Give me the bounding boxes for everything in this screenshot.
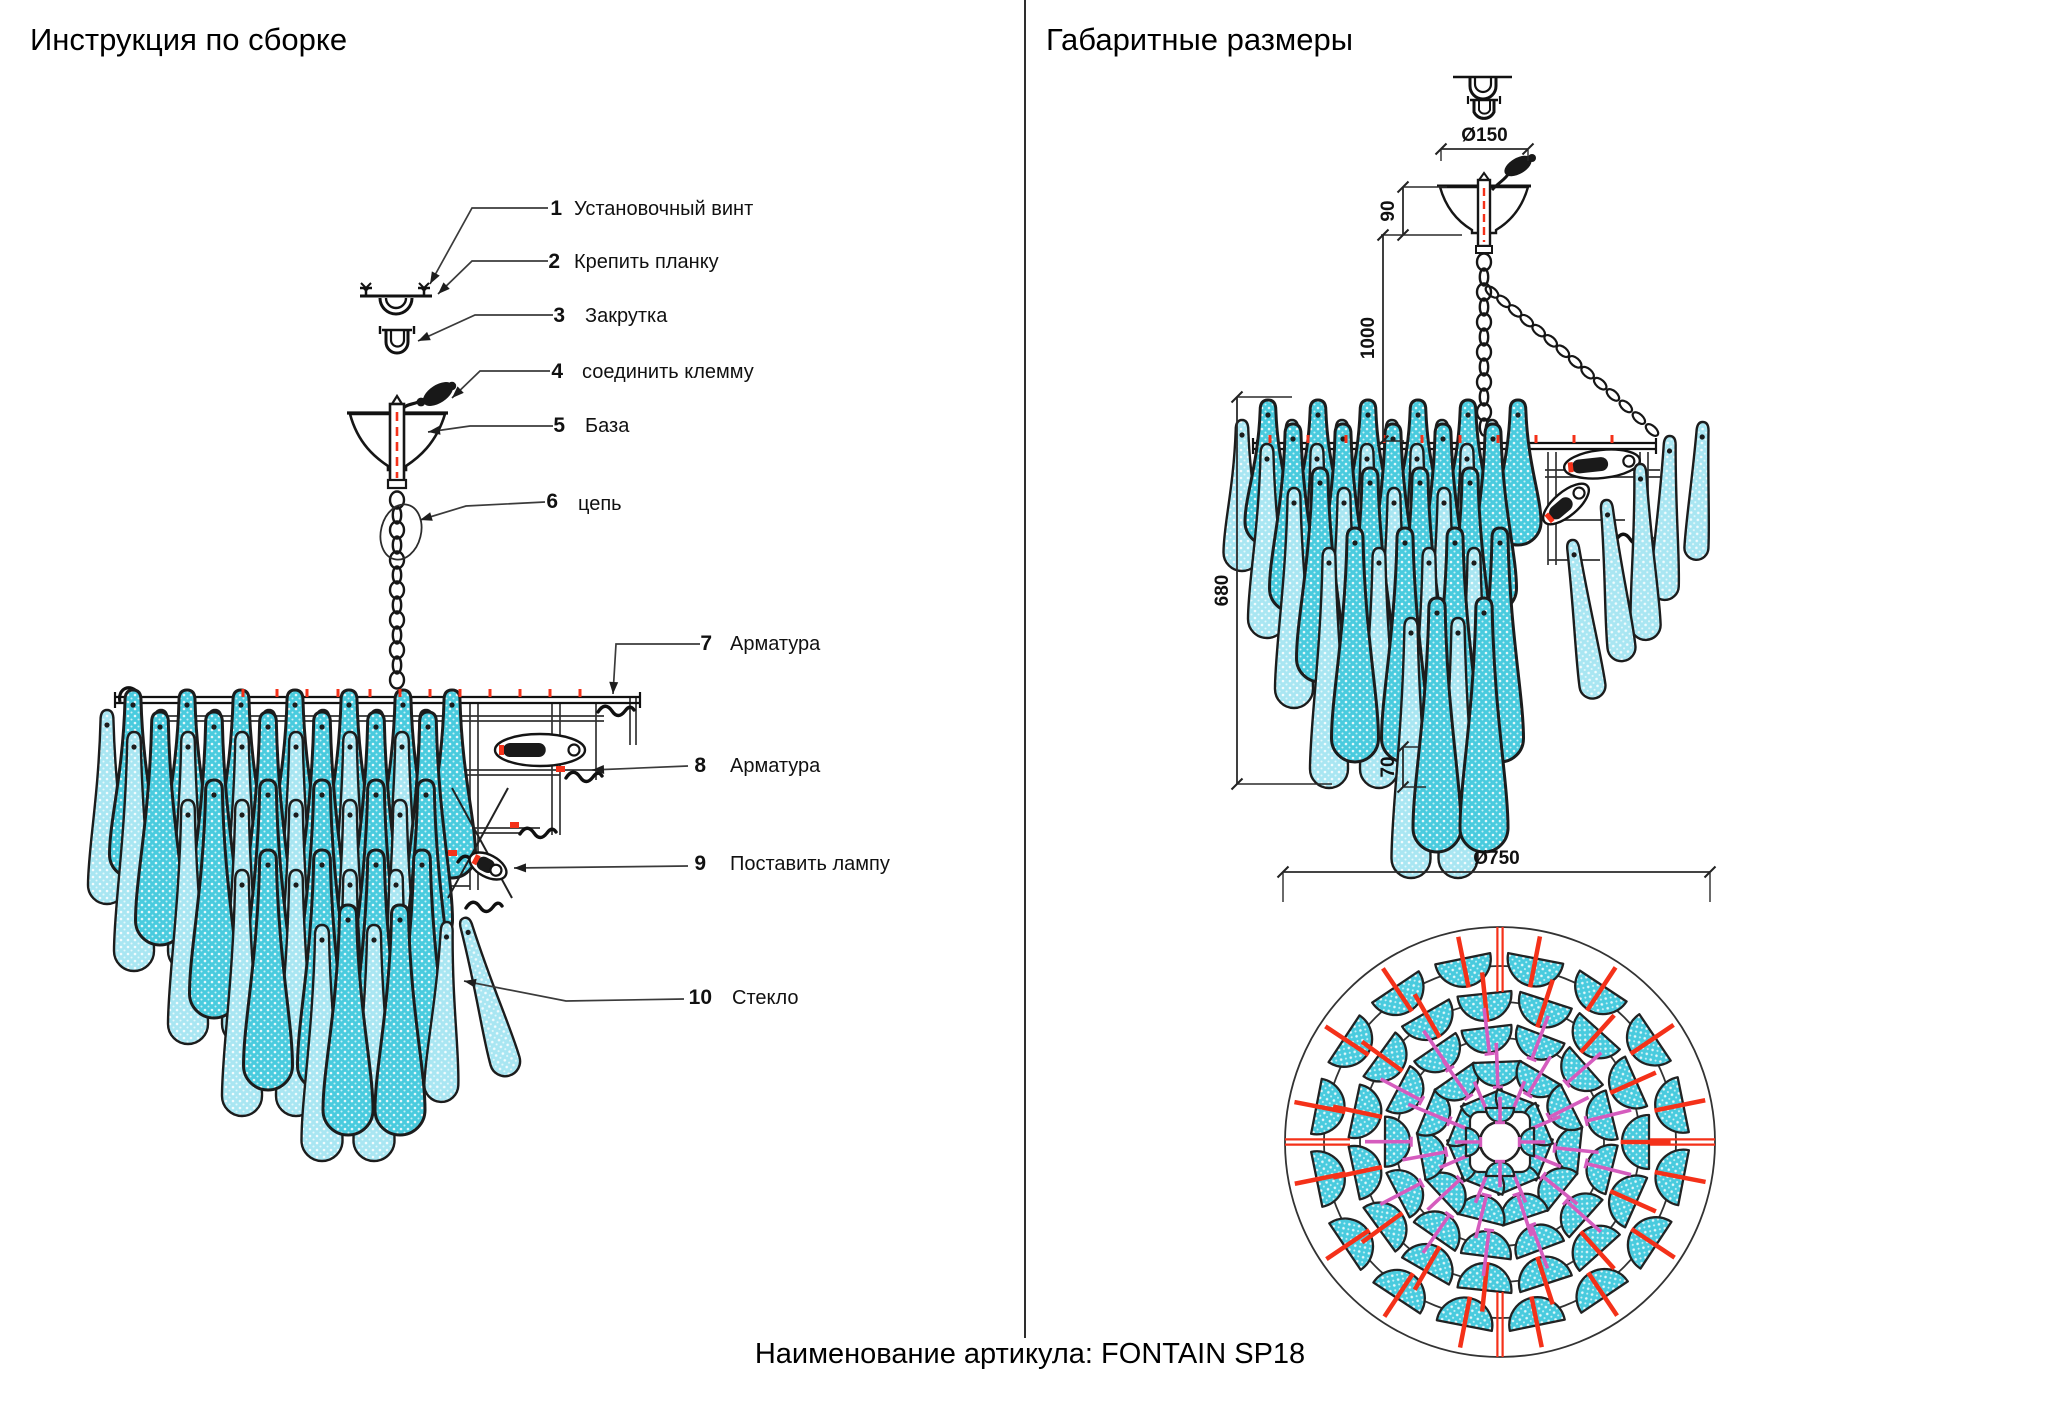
- svg-text:Ø750: Ø750: [1473, 848, 1519, 869]
- top-view: [1284, 926, 1716, 1358]
- panel-divider: [1024, 0, 1026, 1338]
- callout-3: 3 Закрутка: [417, 304, 668, 342]
- dimension-d750: Ø750: [1276, 848, 1717, 902]
- callout-7: 7 Арматура: [609, 632, 821, 695]
- svg-text:90: 90: [1378, 200, 1399, 221]
- callout-number: 5: [553, 414, 565, 437]
- callout-4: 4 соединить клемму: [451, 360, 754, 399]
- right-panel-title: Габаритные размеры: [1046, 22, 1354, 57]
- callout-label: цепь: [578, 493, 622, 515]
- dimension-d680: 680: [1212, 390, 1332, 791]
- callout-number: 2: [548, 250, 560, 273]
- callout-9: 9 Поставить лампу: [513, 852, 890, 875]
- callout-8: 8 Арматура: [591, 754, 821, 777]
- svg-text:70: 70: [1378, 756, 1399, 777]
- article-caption: Наименование артикула: FONTAIN SP18: [754, 1338, 1306, 1370]
- callout-number: 4: [551, 360, 563, 383]
- svg-text:Ø150: Ø150: [1461, 125, 1507, 146]
- callout-6: 6 цепь: [419, 490, 622, 521]
- callout-label: Поставить лампу: [730, 853, 890, 875]
- left-panel-title: Инструкция по сборке: [30, 22, 348, 57]
- callout-label: соединить клемму: [582, 361, 754, 383]
- dimension-d90: 90: [1378, 180, 1462, 242]
- dimension-d150: Ø150: [1434, 125, 1535, 161]
- dimension-view: Ø150 90 1000 680 70 Ø750: [1212, 75, 1717, 902]
- callout-label: Закрутка: [585, 305, 668, 327]
- dimension-d1000: 1000: [1358, 228, 1404, 448]
- callout-number: 8: [694, 754, 706, 777]
- callout-2: 2 Крепить планку: [437, 250, 719, 295]
- callout-label: Стекло: [732, 987, 799, 1009]
- dimension-d70: 70: [1378, 740, 1426, 794]
- callout-number: 10: [689, 986, 712, 1009]
- svg-text:680: 680: [1212, 575, 1233, 607]
- callout-label: Арматура: [730, 755, 821, 777]
- svg-text:1000: 1000: [1358, 317, 1379, 359]
- callout-label: Установочный винт: [574, 198, 753, 220]
- callout-number: 9: [694, 852, 706, 875]
- callout-label: Крепить планку: [574, 251, 719, 273]
- callout-10: 10 Стекло: [463, 978, 799, 1009]
- callout-5: 5 База: [427, 414, 630, 437]
- callout-number: 3: [553, 304, 565, 327]
- callout-label: База: [585, 415, 630, 437]
- callout-1: 1 Установочный винт: [429, 197, 753, 285]
- callout-number: 1: [550, 197, 562, 220]
- assembly-view: 1 Установочный винт 2 Крепить планку 3 Закрут…: [86, 197, 890, 1163]
- callout-number: 7: [700, 632, 712, 655]
- callout-label: Арматура: [730, 633, 821, 655]
- callout-number: 6: [546, 490, 558, 513]
